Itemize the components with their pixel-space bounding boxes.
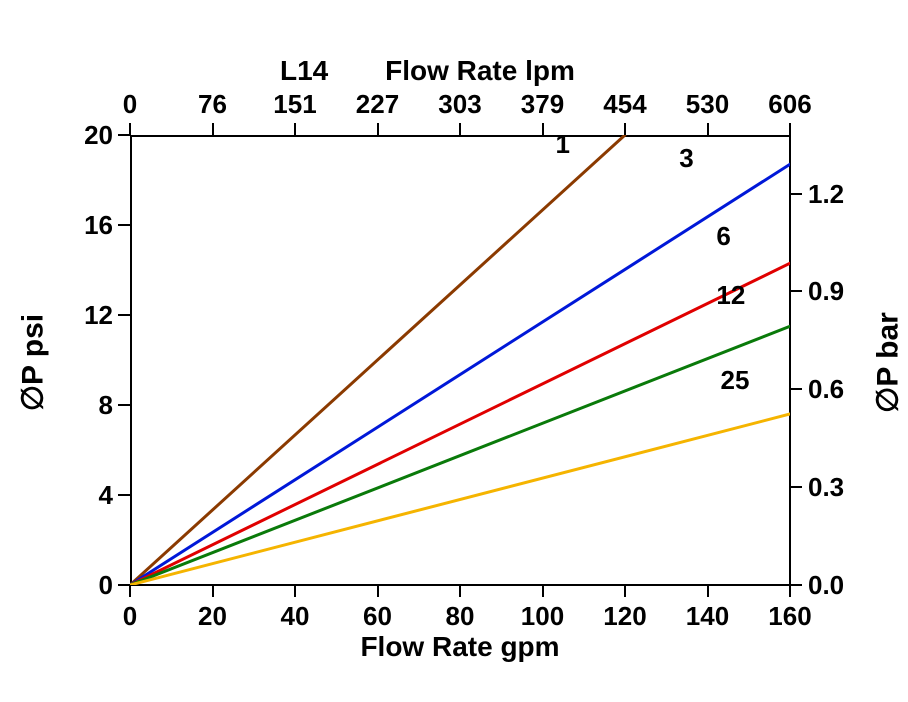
series-label-12: 12	[716, 280, 745, 311]
series-label-1: 1	[556, 129, 570, 160]
series-25	[130, 414, 790, 585]
series-label-6: 6	[716, 221, 730, 252]
series-3	[130, 164, 790, 585]
series-6	[130, 263, 790, 585]
series-layer	[0, 0, 908, 702]
series-label-3: 3	[679, 143, 693, 174]
series-1	[130, 135, 625, 585]
series-12	[130, 326, 790, 585]
series-label-25: 25	[721, 365, 750, 396]
